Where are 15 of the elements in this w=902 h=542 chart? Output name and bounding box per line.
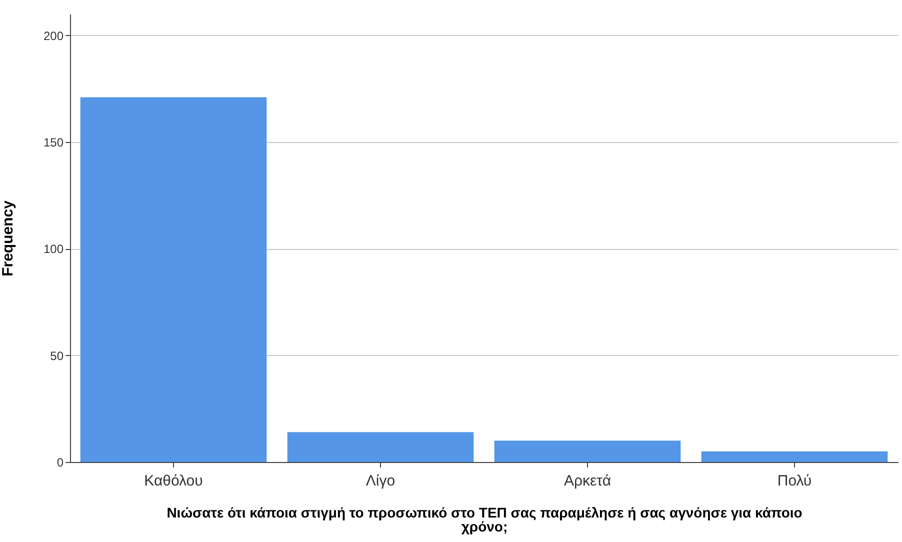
bar [287, 432, 474, 462]
bar [80, 97, 267, 462]
x-tick-label: Λίγο [366, 472, 396, 490]
y-tick-label: 100 [43, 242, 64, 256]
bar [701, 451, 888, 462]
x-tick-label: Πολύ [777, 472, 812, 490]
x-tick-label: Αρκετά [564, 472, 612, 490]
x-axis-title: Νιώσατε ότι κάποια στιγμή το προσωπικό στο ΤΕΠ σας παραμέλησε ή σας αγνόησε για κάποιο χρόνο; [166, 504, 802, 534]
bar [494, 440, 681, 462]
y-tick-label: 200 [43, 28, 64, 43]
y-tick-label: 150 [43, 136, 64, 150]
y-tick-label: 50 [50, 348, 64, 363]
x-tick-label: Καθόλου [144, 472, 203, 490]
y-axis-title: Frequency [0, 200, 16, 276]
y-tick-label: 0 [56, 456, 64, 470]
